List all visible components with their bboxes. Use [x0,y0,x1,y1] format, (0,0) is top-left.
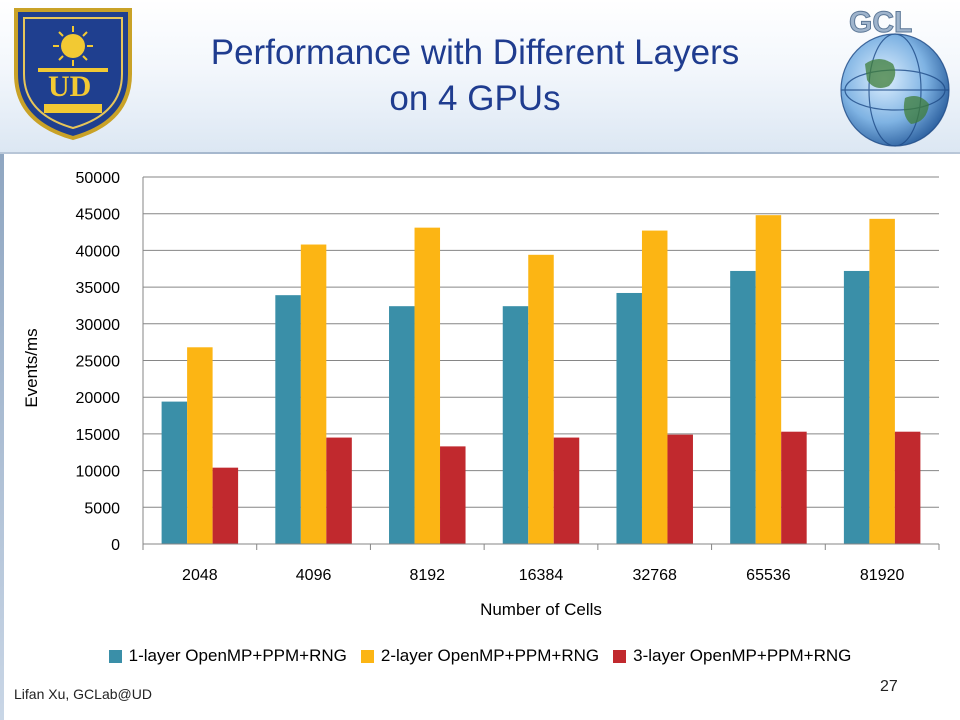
legend-item: 2-layer OpenMP+PPM+RNG [360,646,600,666]
bar-2-layer-4096 [300,244,327,544]
chart-legend: 1-layer OpenMP+PPM+RNG 2-layer OpenMP+PPM… [0,644,960,668]
bar-3-layer-65536 [781,431,807,544]
bar-2-layer-8192 [414,227,441,544]
bar-1-layer-81920 [843,270,870,544]
bar-1-layer-8192 [389,306,415,544]
x-tick-label: 65536 [746,567,791,584]
x-tick-label: 32768 [632,567,677,584]
footer-author: Lifan Xu, GCLab@UD [14,686,152,702]
y-tick-label: 35000 [76,280,121,297]
y-tick-label: 10000 [76,464,121,481]
bar-3-layer-2048 [212,467,239,544]
left-accent-bar [0,154,4,720]
title-line-1: Performance with Different Layers [210,33,740,72]
bar-3-layer-4096 [326,437,352,544]
legend-item: 1-layer OpenMP+PPM+RNG [108,646,347,666]
y-tick-label: 40000 [76,243,121,260]
y-tick-label: 5000 [84,500,120,517]
bar-2-layer-81920 [869,218,895,544]
x-tick-label: 81920 [860,567,905,584]
university-seal-logo: UD [14,8,132,141]
y-tick-label: 0 [111,537,120,554]
slide-title: Performance with Different Layers on 4 G… [150,30,800,122]
bar-1-layer-16384 [502,306,529,544]
y-tick-label: 15000 [76,427,121,444]
title-line-2: on 4 GPUs [389,79,561,118]
y-tick-label: 25000 [76,354,121,371]
bar-1-layer-4096 [275,295,301,544]
x-tick-label: 4096 [296,567,332,584]
legend-item: 3-layer OpenMP+PPM+RNG [613,646,851,666]
y-tick-label: 30000 [76,317,121,334]
legend-label: 1-layer OpenMP+PPM+RNG [128,646,347,665]
legend-label: 2-layer OpenMP+PPM+RNG [380,646,600,665]
x-tick-label: 2048 [182,567,218,584]
bar-3-layer-32768 [667,434,693,544]
bar-1-layer-32768 [616,292,642,544]
x-tick-label: 8192 [409,567,445,584]
header-divider [0,152,960,154]
slide-header [0,0,960,152]
y-axis-label: Events/ms [22,328,41,407]
gcl-globe-logo: GCL [840,6,950,147]
bar-chart: 0 5000 10000 15000 20000 25000 30000 35000 40000… [22,170,940,619]
axes: 0 5000 10000 15000 20000 25000 30000 35000 40000… [76,170,940,584]
bar-1-layer-65536 [730,270,756,544]
bar-2-layer-65536 [755,215,782,544]
legend-swatch [360,649,374,663]
bar-3-layer-8192 [440,446,466,544]
legend-swatch [613,649,627,663]
bar-1-layer-2048 [161,401,188,544]
x-axis-label: Number of Cells [480,600,602,619]
legend-swatch [108,649,122,663]
y-tick-label: 45000 [76,207,121,224]
legend-label: 3-layer OpenMP+PPM+RNG [633,646,852,665]
y-tick-label: 20000 [76,390,121,407]
bar-2-layer-32768 [641,230,668,544]
svg-text:UD: UD [48,70,91,103]
bar-3-layer-81920 [894,431,921,544]
bar-2-layer-2048 [187,347,213,544]
slide-number: 27 [880,678,898,695]
x-tick-label: 16384 [519,567,564,584]
y-tick-label: 50000 [76,170,121,187]
bar-2-layer-16384 [528,254,554,544]
svg-text:GCL: GCL [849,6,912,39]
bar-3-layer-16384 [553,437,580,544]
bars [161,215,921,544]
